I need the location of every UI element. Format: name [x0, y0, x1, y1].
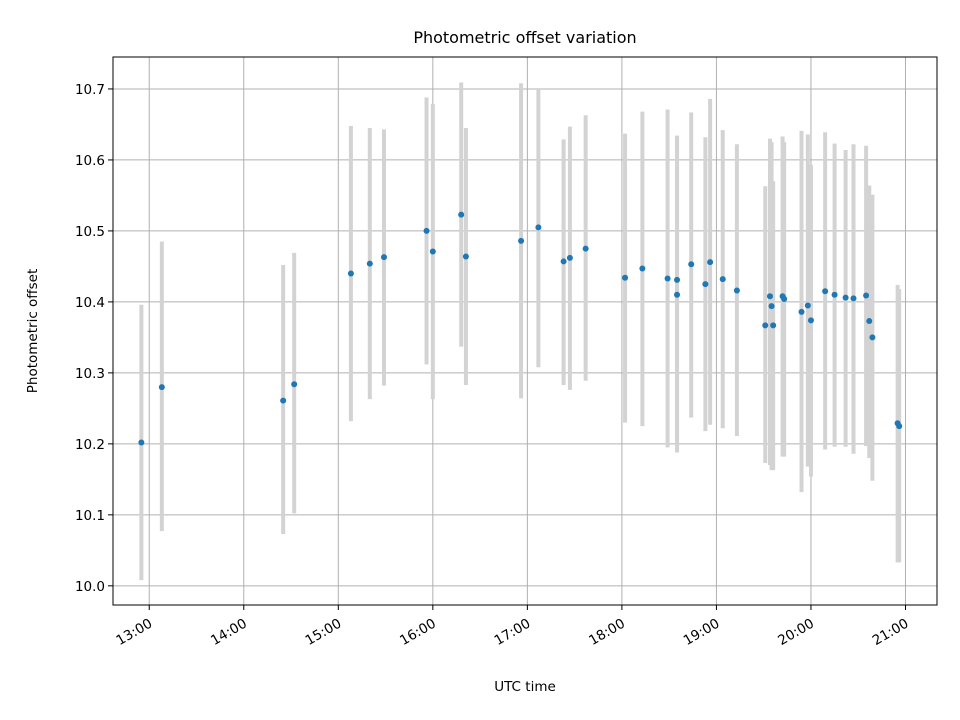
data-point [842, 294, 849, 301]
data-point [896, 423, 903, 430]
y-tick-label: 10.4 [75, 295, 105, 311]
y-tick-label: 10.7 [75, 82, 105, 98]
data-point [429, 248, 436, 255]
data-point [770, 322, 777, 329]
data-point [688, 261, 695, 268]
data-point [664, 275, 671, 282]
data-point [831, 291, 838, 298]
data-point [138, 439, 145, 446]
data-point [733, 287, 740, 294]
data-point [582, 245, 589, 252]
y-tick-label: 10.3 [75, 366, 105, 382]
data-point [850, 295, 857, 302]
y-axis-ticks: 10.0 10.1 10.2 10.3 10.4 10.5 10.6 10.7 [75, 82, 113, 595]
data-point [863, 292, 870, 299]
data-point [674, 291, 681, 298]
data-point [535, 224, 542, 231]
data-points [138, 211, 903, 446]
data-point [807, 317, 814, 324]
data-point [804, 302, 811, 309]
data-point [347, 270, 354, 277]
data-point [380, 254, 387, 261]
data-point [423, 227, 430, 234]
data-point [518, 237, 525, 244]
data-point [458, 211, 465, 218]
y-tick-label: 10.5 [75, 224, 105, 240]
data-point [560, 258, 567, 265]
data-point [291, 381, 298, 388]
data-point [762, 322, 769, 329]
data-point [768, 303, 775, 310]
plot-frame [112, 56, 938, 606]
data-point [707, 259, 714, 266]
data-point [719, 276, 726, 283]
y-tick-label: 10.1 [75, 508, 105, 524]
data-point [566, 254, 573, 261]
y-tick-label: 10.6 [75, 153, 105, 169]
data-point [158, 384, 165, 391]
data-point [781, 296, 788, 303]
data-point [766, 293, 773, 300]
data-point [622, 274, 629, 281]
y-tick-label: 10.0 [75, 579, 105, 595]
data-point [674, 276, 681, 283]
data-point [702, 281, 709, 288]
data-point [639, 265, 646, 272]
y-axis-label: Photometric offset [25, 269, 41, 393]
data-point [280, 397, 287, 404]
data-point [869, 334, 876, 341]
chart-title: Photometric offset variation [413, 28, 636, 47]
x-axis-label: UTC time [494, 679, 556, 695]
y-tick-label: 10.2 [75, 437, 105, 453]
data-point [366, 260, 373, 267]
data-point [798, 308, 805, 315]
data-point [822, 288, 829, 295]
data-point [866, 318, 873, 325]
data-point [462, 253, 469, 260]
